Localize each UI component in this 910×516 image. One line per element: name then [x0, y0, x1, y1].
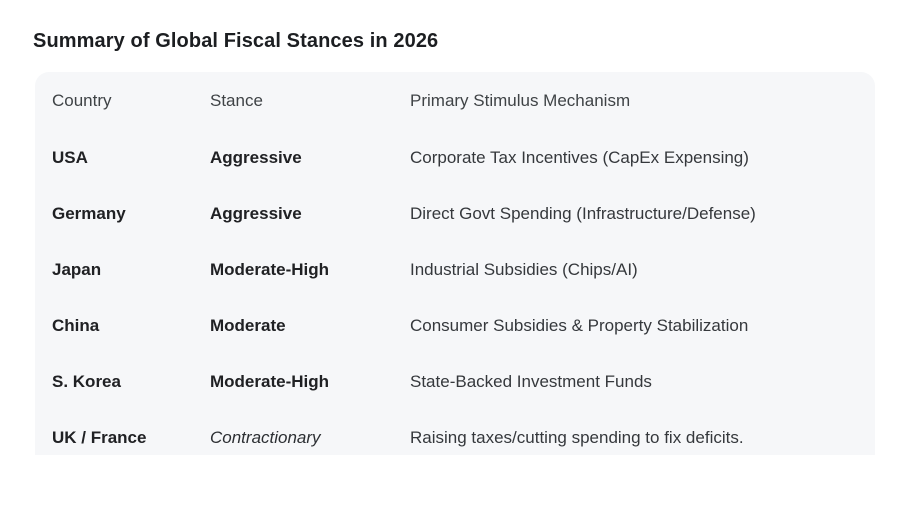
fiscal-stances-table: Country Stance Primary Stimulus Mechanis…	[35, 72, 875, 455]
stance-cell: Moderate-High	[210, 372, 329, 391]
country-cell: Germany	[52, 204, 126, 223]
table-body: USA Aggressive Corporate Tax Incentives …	[35, 130, 875, 455]
table-row: USA Aggressive Corporate Tax Incentives …	[35, 130, 875, 186]
page: Summary of Global Fiscal Stances in 2026…	[33, 30, 875, 455]
country-cell: UK / France	[52, 428, 147, 447]
country-cell: Japan	[52, 260, 102, 279]
stance-cell: Moderate-High	[210, 260, 329, 279]
table-row: Japan Moderate-High Industrial Subsidies…	[35, 242, 875, 298]
table-row: S. Korea Moderate-High State-Backed Inve…	[35, 354, 875, 410]
country-cell: S. Korea	[52, 372, 121, 391]
table-row: UK / France Contractionary Raising taxes…	[35, 410, 875, 455]
country-cell: USA	[52, 148, 88, 167]
mechanism-cell: Raising taxes/cutting spending to fix de…	[410, 428, 744, 447]
mechanism-cell: Industrial Subsidies (Chips/AI)	[410, 260, 638, 279]
table-header-row: Country Stance Primary Stimulus Mechanis…	[35, 72, 875, 130]
mechanism-cell: State-Backed Investment Funds	[410, 372, 652, 391]
stance-cell: Moderate	[210, 316, 286, 335]
table-row: Germany Aggressive Direct Govt Spending …	[35, 186, 875, 242]
country-cell: China	[52, 316, 100, 335]
mechanism-cell: Consumer Subsidies & Property Stabilizat…	[410, 316, 749, 335]
stance-cell: Contractionary	[210, 428, 321, 447]
column-header-mechanism: Primary Stimulus Mechanism	[410, 91, 631, 110]
stance-cell: Aggressive	[210, 148, 302, 167]
column-header-country: Country	[52, 91, 112, 110]
table-row: China Moderate Consumer Subsidies & Prop…	[35, 298, 875, 354]
column-header-stance: Stance	[210, 91, 263, 110]
page-title: Summary of Global Fiscal Stances in 2026	[33, 30, 439, 52]
mechanism-cell: Direct Govt Spending (Infrastructure/Def…	[410, 204, 756, 223]
stance-cell: Aggressive	[210, 204, 302, 223]
mechanism-cell: Corporate Tax Incentives (CapEx Expensin…	[410, 148, 749, 167]
